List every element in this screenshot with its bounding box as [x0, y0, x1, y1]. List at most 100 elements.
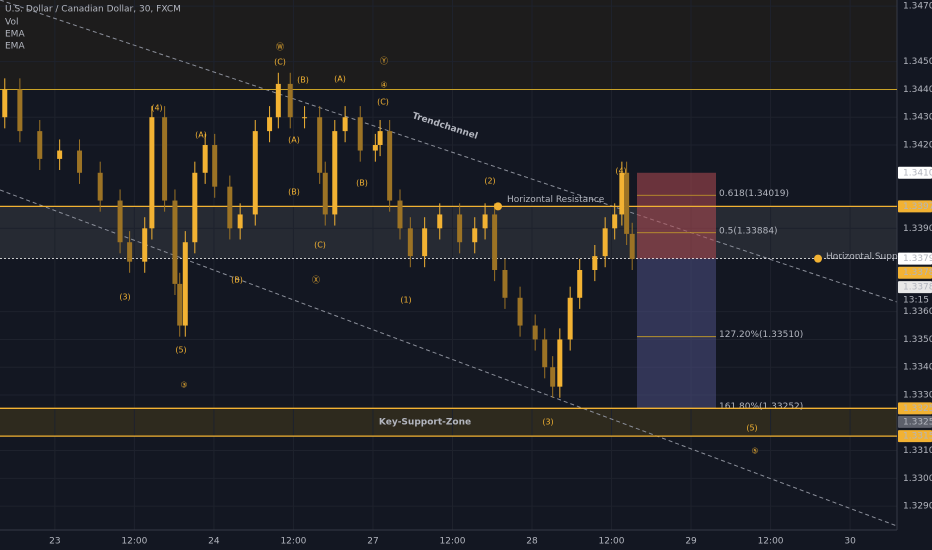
- support-label: Horizontal Support: [826, 252, 911, 262]
- wave-label: ③: [180, 381, 187, 390]
- fib-label: 0.5(1.33884): [719, 226, 778, 236]
- candle-body: [302, 117, 308, 119]
- candle-body: [162, 117, 168, 201]
- price-tag: [898, 294, 932, 307]
- wave-label: (B): [288, 188, 300, 197]
- price-tag-label: 1.3325: [903, 417, 932, 427]
- candle-body: [57, 150, 63, 159]
- candle-body: [377, 131, 383, 145]
- price-tag: [898, 166, 932, 179]
- resistance-label: Horizontal Resistance: [507, 195, 605, 205]
- candle-body: [407, 228, 413, 257]
- candle-body: [202, 145, 208, 173]
- wave-label: (3): [542, 418, 553, 427]
- price-tag-label: 1.33782: [903, 283, 932, 293]
- wave-label: (C): [377, 98, 389, 107]
- candle-body: [322, 172, 328, 215]
- candle-body: [192, 172, 198, 243]
- wave-label: ⑤: [751, 447, 758, 456]
- y-tick-label: 1.33000: [903, 474, 932, 484]
- candle-body: [602, 228, 608, 257]
- price-tag-label: 1.33979: [903, 202, 932, 212]
- wave-label: (A): [288, 136, 300, 145]
- wave-label: (1): [400, 296, 411, 305]
- candle-body: [149, 117, 155, 229]
- wave-label: (A): [334, 75, 346, 84]
- wave-label: (4): [151, 104, 162, 113]
- candle-body: [502, 270, 508, 298]
- candle-body: [267, 117, 273, 132]
- candle-body: [372, 145, 378, 151]
- x-tick-label: 29: [685, 537, 697, 547]
- x-tick-label: 12:00: [440, 537, 466, 547]
- candle-body: [177, 283, 183, 326]
- price-tag-label: 13:15: [903, 296, 929, 306]
- candle-body: [142, 228, 148, 262]
- candle-body: [332, 131, 338, 215]
- candle-body: [557, 339, 563, 387]
- support-zone: [0, 408, 897, 437]
- fib-label: 127.20%(1.33510): [719, 330, 803, 340]
- candle-body: [629, 233, 635, 259]
- wave-label: (2): [484, 177, 495, 186]
- wave-label: (4): [615, 167, 626, 176]
- price-tag-label: 1.33787: [903, 268, 932, 278]
- fib-label: 161.80%(1.33252): [719, 402, 803, 412]
- indicator-label: Vol: [5, 18, 18, 28]
- candle-body: [275, 83, 281, 118]
- wave-label: (3): [119, 293, 130, 302]
- candle-body: [387, 131, 393, 201]
- wave-label: Ⓦ: [276, 43, 284, 52]
- x-tick-label: 27: [367, 537, 378, 547]
- y-tick-label: 1.33300: [903, 391, 932, 401]
- wave-label: (C): [274, 58, 286, 67]
- price-tag-label: 1.33152: [903, 432, 932, 442]
- x-tick-label: 30: [844, 537, 856, 547]
- candle-body: [252, 131, 258, 215]
- y-tick-label: 1.34300: [903, 113, 932, 123]
- x-tick-label: 12:00: [280, 537, 306, 547]
- candle-body: [619, 172, 625, 215]
- wave-label: (B): [297, 76, 309, 85]
- candle-body: [182, 242, 188, 326]
- y-tick-label: 1.33400: [903, 363, 932, 373]
- indicator-label: EMA: [5, 42, 25, 52]
- candle-body: [482, 214, 488, 229]
- x-tick-label: 24: [208, 537, 220, 547]
- price-tag-label: 1.33252: [903, 404, 932, 414]
- y-tick-label: 1.33100: [903, 446, 932, 456]
- wave-label: (C): [314, 241, 326, 250]
- wave-label: Ⓨ: [380, 57, 388, 66]
- y-tick-label: 1.34200: [903, 141, 932, 151]
- y-tick-label: 1.34700: [903, 2, 932, 12]
- price-tag: [898, 200, 932, 213]
- candle-body: [472, 228, 478, 243]
- support-dot: [814, 254, 822, 263]
- candle-body: [492, 214, 498, 270]
- x-tick-label: 12:00: [758, 537, 784, 547]
- y-tick-label: 1.33600: [903, 307, 932, 317]
- y-tick-label: 1.34500: [903, 57, 932, 67]
- y-tick-label: 1.34400: [903, 85, 932, 95]
- candle-body: [550, 367, 556, 387]
- candle-body: [532, 325, 538, 340]
- x-tick-label: 28: [526, 537, 538, 547]
- wave-label: ④: [380, 81, 387, 90]
- price-tag: [898, 402, 932, 415]
- candle-body: [317, 117, 323, 173]
- candle-body: [592, 256, 598, 270]
- price-tag: [898, 415, 932, 428]
- x-tick-label: 12:00: [599, 537, 625, 547]
- wave-label: (5): [746, 424, 757, 433]
- candle-body: [77, 150, 83, 173]
- candle-body: [172, 200, 178, 284]
- candle-body: [212, 145, 218, 187]
- candle-body: [287, 83, 293, 118]
- wave-label: (B): [231, 276, 243, 285]
- price-tag: [898, 430, 932, 443]
- wave-label: (A): [195, 131, 207, 140]
- price-tag: [898, 281, 932, 294]
